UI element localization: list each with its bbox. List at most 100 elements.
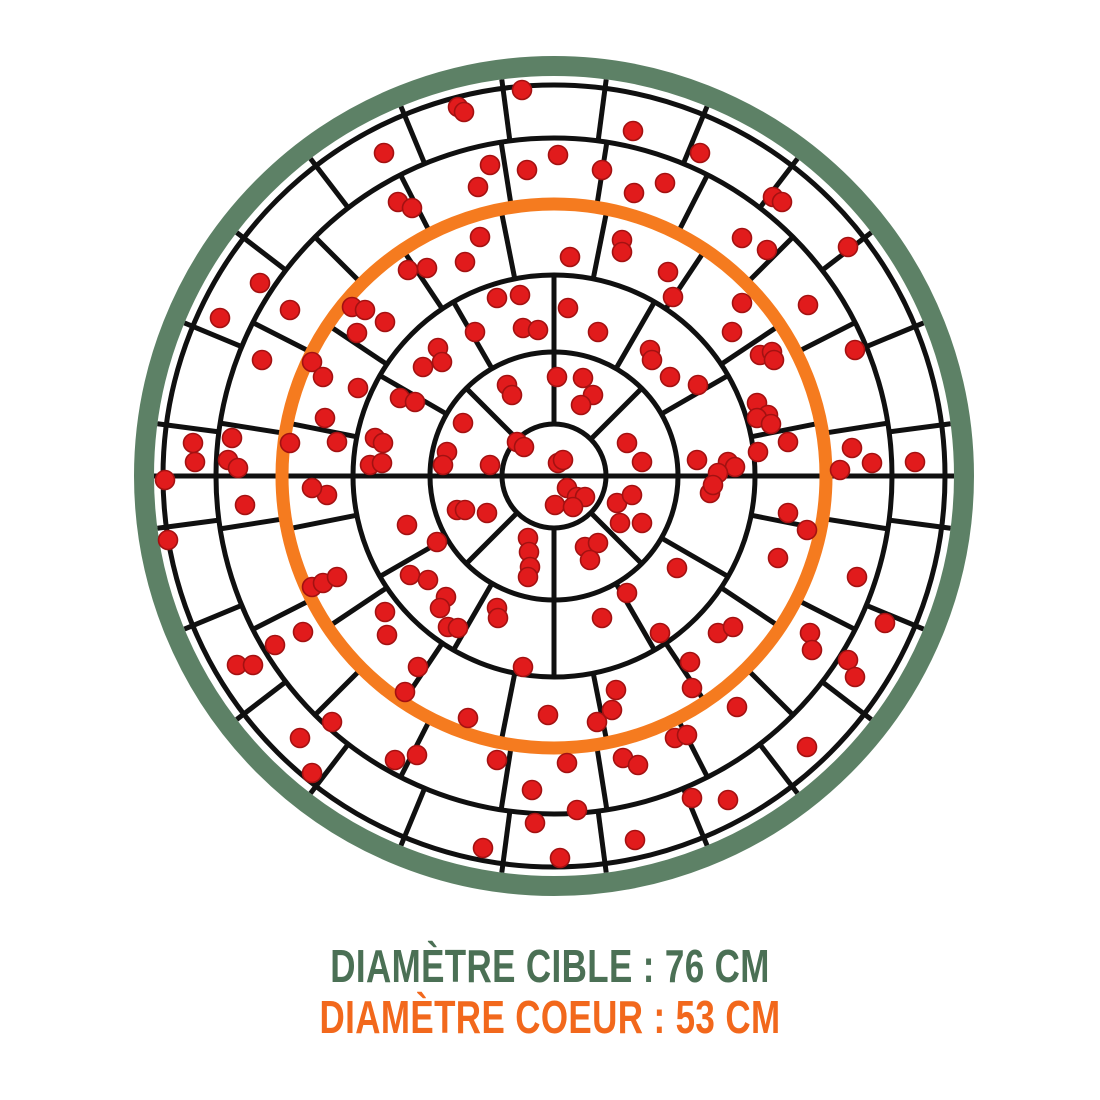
impact-dot — [676, 724, 698, 746]
impact-dot — [681, 677, 703, 699]
impact-dot — [616, 582, 638, 604]
impact-dot — [771, 191, 793, 213]
impact-dot — [797, 294, 819, 316]
impact-dot — [717, 789, 739, 811]
impact-dot — [453, 101, 475, 123]
target-diameter-label: DIAMÈTRE CIBLE : 76 CM — [330, 940, 770, 992]
impact-dot — [605, 679, 627, 701]
impact-dot — [301, 762, 323, 784]
impact-dot — [756, 239, 778, 261]
impact-dot — [251, 349, 273, 371]
impact-dot — [417, 569, 439, 591]
impact-dot — [512, 656, 534, 678]
impact-dot — [659, 366, 681, 388]
impact-dot — [837, 236, 859, 258]
impact-dot — [799, 622, 821, 644]
impact-dot — [501, 384, 523, 406]
impact-dot — [731, 292, 753, 314]
impact-dot — [426, 531, 448, 553]
impact-dot — [801, 639, 823, 661]
impact-dot — [622, 120, 644, 142]
impact-dot — [454, 251, 476, 273]
impact-dot — [587, 321, 609, 343]
impact-dot — [841, 437, 863, 459]
caption-block: DIAMÈTRE CIBLE : 76 CM DIAMÈTRE COEUR : … — [0, 941, 1100, 1043]
impact-dot — [537, 704, 559, 726]
impact-dot — [631, 451, 653, 473]
impact-dot — [662, 286, 684, 308]
impact-dot — [399, 564, 421, 586]
impact-dot — [396, 514, 418, 536]
impact-dot — [509, 284, 531, 306]
impact-dot — [570, 394, 592, 416]
impact-dot — [601, 699, 623, 721]
impact-dot — [182, 432, 204, 454]
impact-dot — [623, 182, 645, 204]
impact-dot — [447, 617, 469, 639]
impact-dot — [726, 696, 748, 718]
impact-dot — [347, 377, 369, 399]
impact-dot — [289, 727, 311, 749]
impact-dot — [546, 366, 568, 388]
orange-heart-ring — [275, 197, 833, 755]
impact-dot — [404, 391, 426, 413]
impact-dot — [374, 311, 396, 333]
impact-dot — [279, 299, 301, 321]
impact-dot — [346, 322, 368, 344]
impact-dot — [279, 432, 301, 454]
impact-dot — [837, 649, 859, 671]
impact-dot — [562, 496, 584, 518]
impact-dot — [376, 624, 398, 646]
impact-dot — [654, 172, 676, 194]
impact-dot — [249, 272, 271, 294]
impact-dots — [154, 79, 926, 869]
impact-dot — [621, 484, 643, 506]
impact-dot — [631, 512, 653, 534]
impact-dot — [476, 502, 498, 524]
impact-dot — [354, 299, 376, 321]
impact-dot — [513, 436, 535, 458]
impact-dot — [326, 431, 348, 453]
impact-dot — [314, 407, 336, 429]
impact-dot — [544, 494, 566, 516]
impact-dot — [624, 829, 646, 851]
impact-dot — [579, 549, 601, 571]
heart-diameter-label: DIAMÈTRE COEUR : 53 CM — [319, 991, 781, 1043]
impact-dot — [157, 529, 179, 551]
impact-dot — [234, 494, 256, 516]
impact-dot — [464, 321, 486, 343]
impact-dot — [406, 744, 428, 766]
impact-dot — [627, 754, 649, 776]
impact-dot — [731, 227, 753, 249]
impact-dot — [549, 847, 571, 869]
impact-dot — [521, 779, 543, 801]
impact-dot — [844, 666, 866, 688]
impact-dot — [572, 367, 594, 389]
impact-dot — [747, 441, 769, 463]
impact-dot — [184, 451, 206, 473]
impact-dot — [527, 319, 549, 341]
impact-dot — [763, 349, 785, 371]
impact-dot — [616, 432, 638, 454]
impact-dot — [796, 519, 818, 541]
impact-dot — [666, 557, 688, 579]
impact-dot — [874, 612, 896, 634]
impact-dot — [472, 837, 494, 859]
impact-dot — [702, 474, 724, 496]
impact-dot — [517, 566, 539, 588]
impact-dot — [591, 607, 613, 629]
impact-dot — [904, 451, 926, 473]
impact-dot — [687, 374, 709, 396]
impact-dot — [429, 597, 451, 619]
impact-dot — [394, 681, 416, 703]
impact-dot — [479, 454, 501, 476]
impact-dot — [689, 142, 711, 164]
impact-dot — [452, 412, 474, 434]
impact-dot — [431, 351, 453, 373]
impact-dot — [796, 736, 818, 758]
impact-dot — [416, 257, 438, 279]
impact-dot — [649, 622, 671, 644]
impact-dot — [557, 297, 579, 319]
impact-dot — [777, 431, 799, 453]
